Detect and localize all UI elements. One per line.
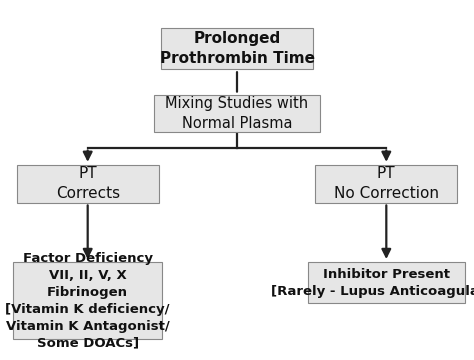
Text: PT
No Correction: PT No Correction [334, 166, 439, 201]
Text: Factor Deficiency
VII, II, V, X
Fibrinogen
[Vitamin K deficiency/
Vitamin K Anta: Factor Deficiency VII, II, V, X Fibrinog… [5, 252, 170, 350]
Text: PT
Corrects: PT Corrects [55, 166, 120, 201]
FancyBboxPatch shape [17, 165, 159, 202]
FancyBboxPatch shape [308, 262, 465, 303]
Text: Inhibitor Present
[Rarely - Lupus Anticoagulant]: Inhibitor Present [Rarely - Lupus Antico… [272, 267, 474, 298]
FancyBboxPatch shape [13, 262, 162, 339]
Text: Prolonged
Prothrombin Time: Prolonged Prothrombin Time [159, 31, 315, 66]
FancyBboxPatch shape [161, 28, 313, 69]
Text: Mixing Studies with
Normal Plasma: Mixing Studies with Normal Plasma [165, 96, 309, 131]
FancyBboxPatch shape [154, 94, 320, 132]
FancyBboxPatch shape [315, 165, 457, 202]
